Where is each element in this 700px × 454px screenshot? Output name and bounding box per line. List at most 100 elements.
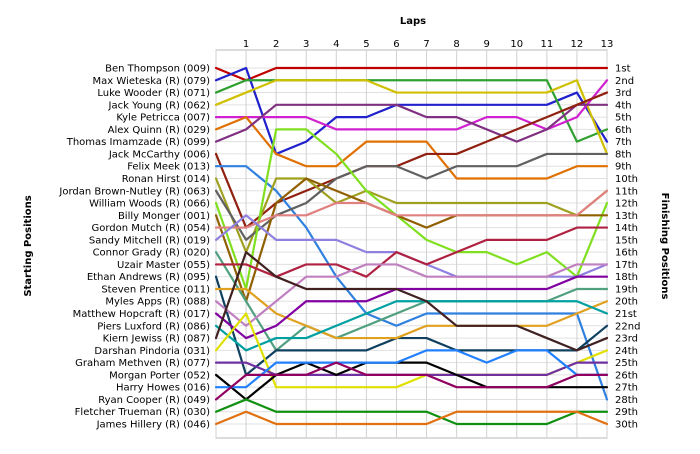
finishing-position-labels: 1st2nd3rd4th5th6th7th8th9th10th11th12th1… [615, 64, 640, 431]
finish-position-label: 22nd [615, 321, 640, 332]
series-line-23 [214, 251, 609, 352]
start-position-label: Kyle Petricca (007) [116, 113, 210, 124]
start-position-label: Luke Wooder (R) (071) [97, 88, 210, 99]
grid [215, 49, 608, 439]
start-position-label: Ryan Cooper (R) (049) [98, 395, 210, 406]
start-position-label: Harry Howes (016) [116, 383, 210, 394]
series-line-17 [214, 226, 609, 278]
lap-tick-label: 10 [510, 39, 523, 50]
finish-position-label: 25th [615, 358, 638, 369]
start-position-label: Jack Young (R) (062) [108, 100, 211, 111]
start-position-label: Graham Methven (R) (077) [75, 358, 210, 369]
finish-position-label: 23rd [615, 334, 638, 345]
finish-position-label: 14th [615, 223, 638, 234]
finish-position-label: 15th [615, 235, 638, 246]
lap-tick-label: 2 [273, 39, 279, 50]
start-position-label: Myles Apps (R) (088) [105, 297, 210, 308]
start-position-label: Felix Meek (013) [127, 162, 210, 173]
lap-tick-label: 8 [453, 39, 459, 50]
series-line-7 [214, 103, 609, 143]
finish-position-label: 20th [615, 297, 638, 308]
start-position-label: Darshan Pindoria (031) [94, 346, 210, 357]
series-line-28 [214, 361, 609, 401]
start-position-label: Max Wieteska (R) (079) [93, 76, 211, 87]
plot-frame [215, 49, 608, 439]
series-line-20 [214, 263, 609, 327]
start-position-label: Jack McCarthy (006) [108, 149, 210, 160]
finish-position-label: 16th [615, 248, 638, 259]
top-axis-title: Laps [400, 16, 426, 27]
start-position-label: William Woods (R) (066) [89, 199, 210, 210]
starting-position-labels: Ben Thompson (009)Max Wieteska (R) (079)… [58, 64, 210, 431]
finish-position-label: 12th [615, 199, 638, 210]
right-axis-title: Finishing Positions [659, 193, 670, 300]
finish-position-label: 8th [615, 149, 632, 160]
finish-position-label: 17th [615, 260, 638, 271]
finish-position-label: 27th [615, 383, 638, 394]
lap-tick-labels: 1 2 3 4 5 6 7 8 9 10 11 12 13 [243, 39, 613, 50]
series-line-27 [214, 349, 609, 389]
start-position-label: Kiern Jewiss (R) (087) [103, 334, 211, 345]
start-position-label: Billy Monger (001) [118, 211, 210, 222]
lap-tick-label: 9 [484, 39, 490, 50]
finish-position-label: 2nd [615, 76, 634, 87]
start-position-label: Ronan Hirst (014) [122, 174, 210, 185]
series-line-2 [214, 66, 609, 156]
start-position-label: Piers Luxford (R) (086) [97, 321, 210, 332]
series-line-29 [214, 398, 609, 426]
finish-position-label: 4th [615, 100, 632, 111]
finish-position-label: 24th [615, 346, 638, 357]
start-position-label: Morgan Porter (052) [109, 370, 210, 381]
lap-tick-label: 4 [333, 39, 339, 50]
finish-position-label: 9th [615, 162, 632, 173]
finish-position-label: 10th [615, 174, 638, 185]
start-position-label: Jordan Brown-Nutley (R) (063) [58, 186, 210, 197]
start-position-label: James Hillery (R) (046) [96, 420, 210, 431]
finish-position-label: 5th [615, 113, 632, 124]
lap-tick-label: 1 [243, 39, 249, 50]
series-line-21 [214, 275, 609, 340]
series-line-1 [214, 66, 609, 82]
start-position-label: Ethan Andrews (R) (095) [87, 272, 210, 283]
finish-position-label: 6th [615, 125, 632, 136]
finish-position-label: 3rd [615, 88, 632, 99]
start-position-label: Matthew Hopcraft (R) (017) [73, 309, 211, 320]
series-line-12 [214, 128, 609, 291]
lap-tick-label: 13 [601, 39, 614, 50]
series-line-8 [214, 91, 609, 229]
finish-position-label: 30th [615, 420, 638, 431]
finish-position-label: 26th [615, 370, 638, 381]
finish-position-label: 21st [615, 309, 637, 320]
finish-position-label: 28th [615, 395, 638, 406]
series-line-19 [214, 287, 609, 340]
start-position-label: Alex Quinn (R) (029) [108, 125, 210, 136]
finish-position-label: 19th [615, 284, 638, 295]
finish-position-label: 1st [615, 64, 631, 75]
start-position-label: Ben Thompson (009) [105, 64, 210, 75]
left-axis-title: Starting Positions [23, 195, 34, 296]
series-line-6 [214, 116, 609, 180]
series-line-30 [214, 410, 609, 426]
lap-tick-label: 7 [423, 39, 429, 50]
finish-position-label: 29th [615, 407, 638, 418]
series-lines [214, 66, 609, 426]
lap-tick-label: 5 [363, 39, 369, 50]
start-position-label: Steven Prentice (011) [101, 284, 210, 295]
series-line-5 [214, 79, 609, 131]
series-line-14 [214, 189, 609, 229]
series-line-9 [214, 165, 609, 401]
finish-position-label: 11th [615, 186, 638, 197]
series-line-10 [214, 177, 609, 254]
lap-tick-label: 11 [540, 39, 553, 50]
start-position-label: Uzair Master (055) [117, 260, 210, 271]
series-line-11 [214, 152, 609, 241]
finish-position-label: 7th [615, 137, 632, 148]
finish-position-label: 13th [615, 211, 638, 222]
series-line-4 [214, 79, 609, 156]
finish-position-label: 18th [615, 272, 638, 283]
start-position-label: Connor Grady (R) (020) [93, 248, 211, 259]
start-position-label: Fletcher Trueman (R) (030) [75, 407, 210, 418]
start-position-label: Gordon Mutch (R) (054) [91, 223, 210, 234]
start-position-label: Thomas Imamzade (R) (099) [66, 137, 210, 148]
